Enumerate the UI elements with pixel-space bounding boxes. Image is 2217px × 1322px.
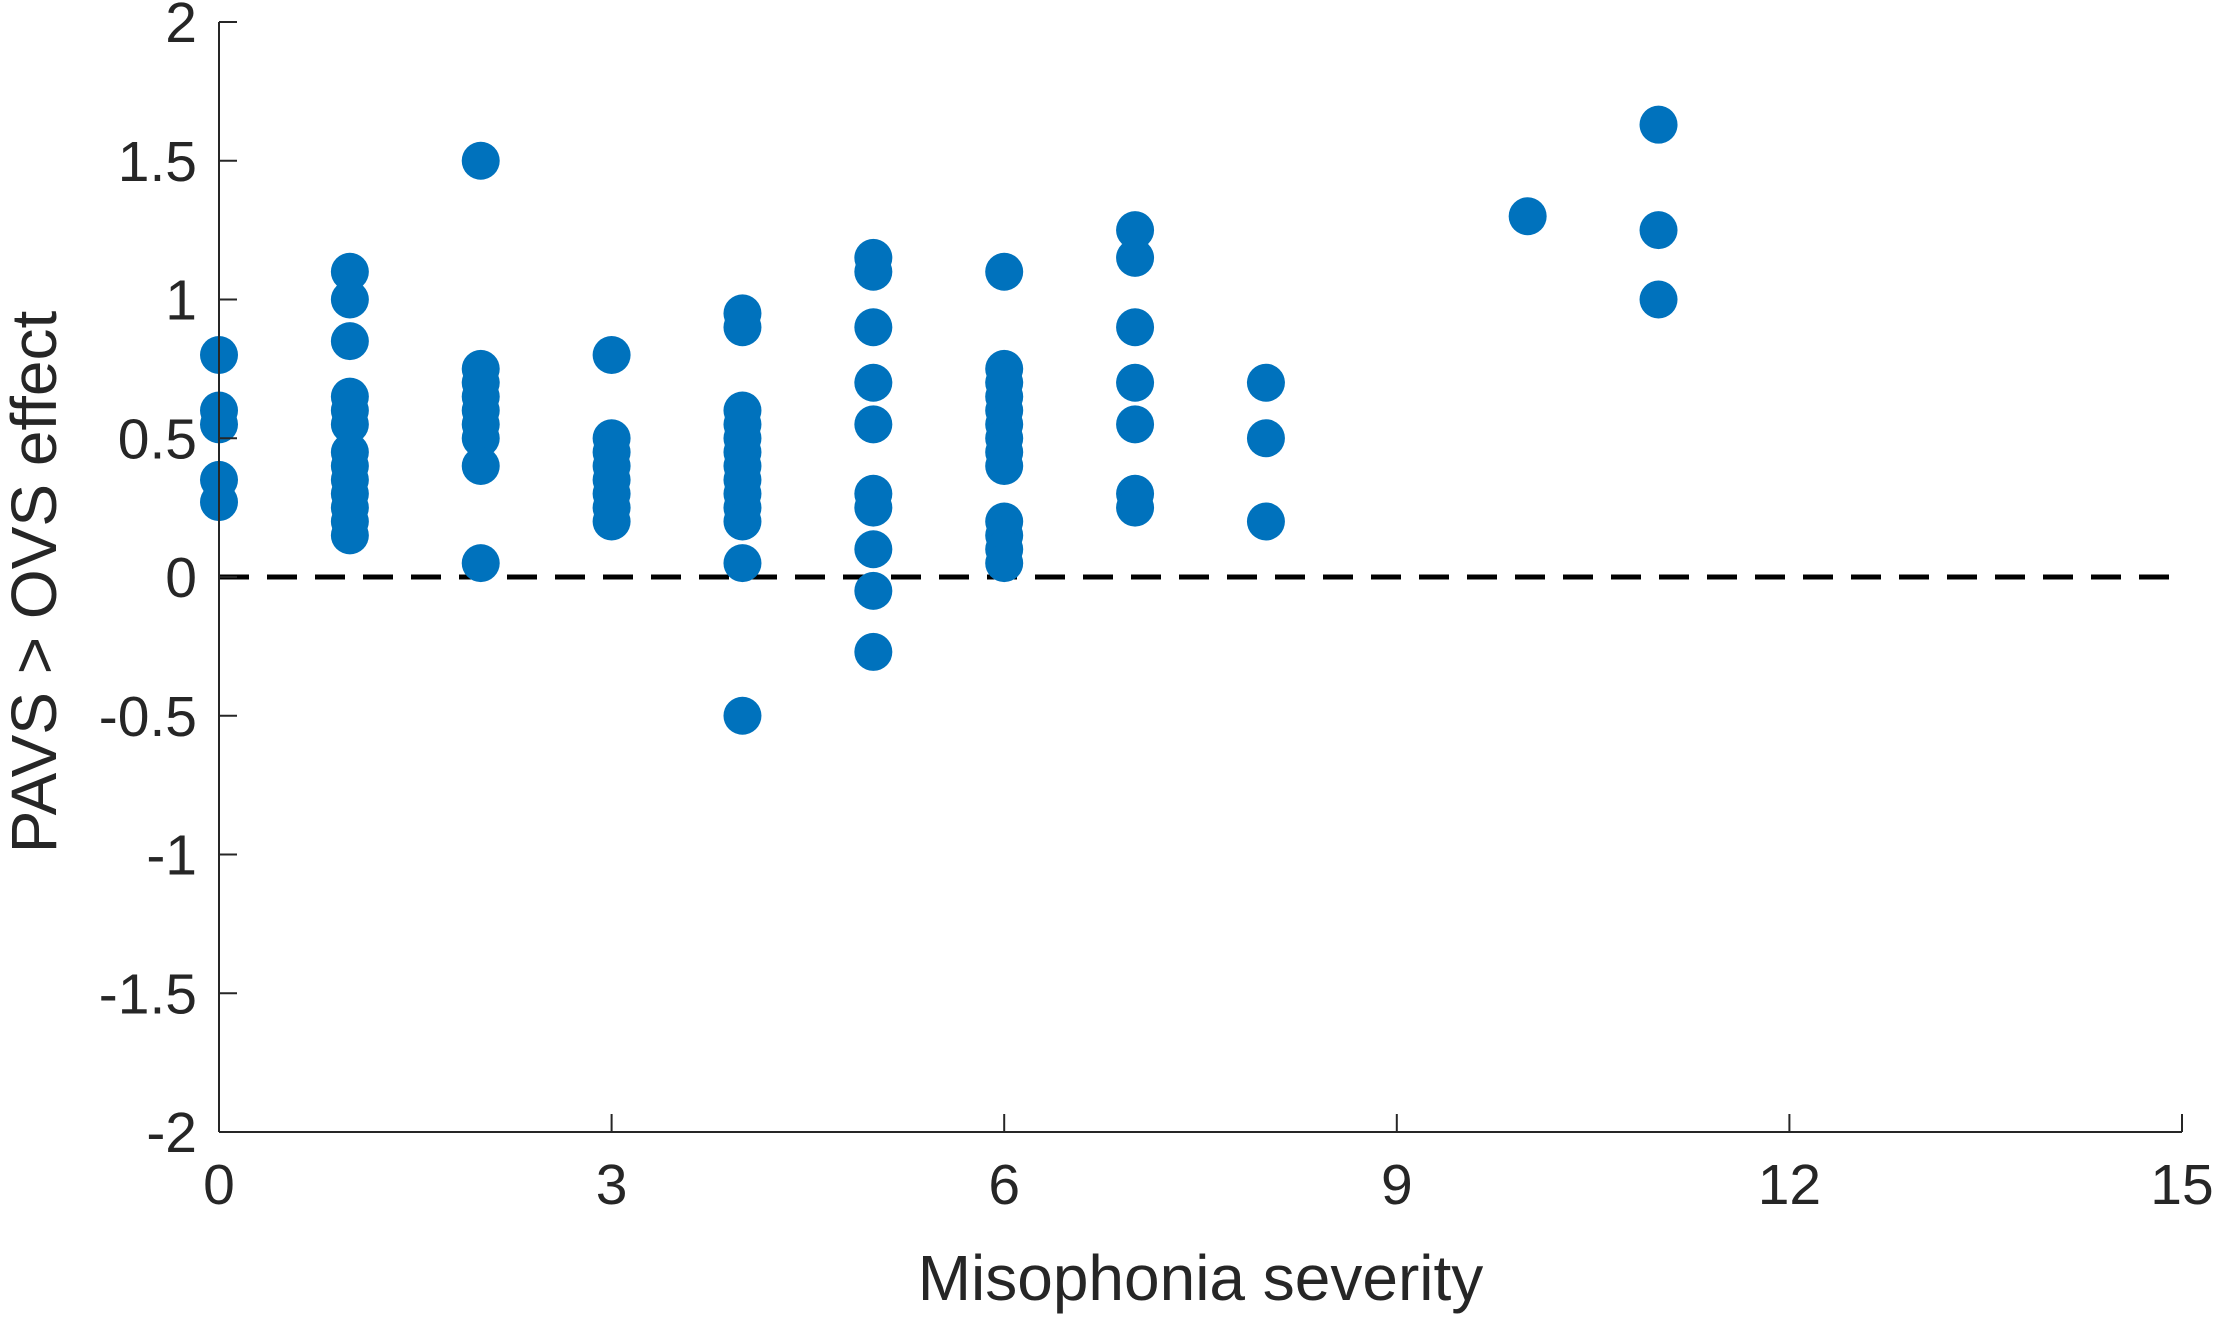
data-point [854,632,893,671]
data-point [985,544,1024,583]
data-point [1246,363,1285,402]
data-points [200,105,1678,735]
tick-labels: 0 3 6 9 12 15 -2 -1.5 -1 -0.5 0 0.5 1 1.5 2 [99,0,2214,1217]
data-point [330,322,369,361]
data-point [723,308,762,347]
data-point [461,447,500,485]
data-point [330,280,369,319]
data-point [461,544,500,583]
data-point [330,516,369,555]
data-point [330,405,369,444]
data-point [1116,238,1155,277]
axes [218,21,2183,1133]
y-tick-label: 1 [165,269,197,333]
x-tick-label: 3 [596,1153,628,1217]
y-tick-label: 2 [165,0,197,55]
data-point [1116,308,1155,347]
data-point [1639,280,1678,319]
y-tick-label: -2 [146,1101,197,1165]
data-point [461,419,500,458]
data-point [854,405,893,444]
x-tick-label: 0 [203,1153,235,1217]
y-tick-label: 1.5 [118,130,197,194]
data-point [854,363,893,402]
data-point [330,252,369,291]
data-point [1116,211,1155,250]
data-point [592,502,631,541]
data-point [854,308,893,347]
data-point [1508,197,1547,236]
data-point [1116,488,1155,527]
data-point [723,696,762,735]
data-point [854,252,893,291]
x-tick-label: 9 [1381,1153,1413,1217]
y-tick-label: 0.5 [118,407,197,471]
data-point [1246,502,1285,541]
data-point [1246,419,1285,458]
data-point [1116,405,1155,444]
data-point [592,336,631,374]
data-point [985,447,1024,485]
data-point [461,141,500,180]
data-point [723,502,762,541]
data-point [854,571,893,610]
x-tick-label: 15 [2150,1153,2213,1217]
y-axis-title: PAVS > OVS effect [0,311,70,854]
data-point [1639,105,1678,144]
data-point [1639,211,1678,250]
data-point [854,530,893,569]
x-axis-title: Misophonia severity [918,1242,1484,1314]
data-point [854,488,893,527]
data-point [1116,363,1155,402]
data-point [985,252,1024,291]
x-tick-label: 6 [988,1153,1020,1217]
y-tick-label: -1.5 [99,962,197,1026]
y-tick-label: 0 [165,546,197,610]
y-tick-label: -0.5 [99,685,197,749]
y-tick-label: -1 [146,824,197,888]
x-tick-label: 12 [1758,1153,1821,1217]
data-point [723,544,762,583]
